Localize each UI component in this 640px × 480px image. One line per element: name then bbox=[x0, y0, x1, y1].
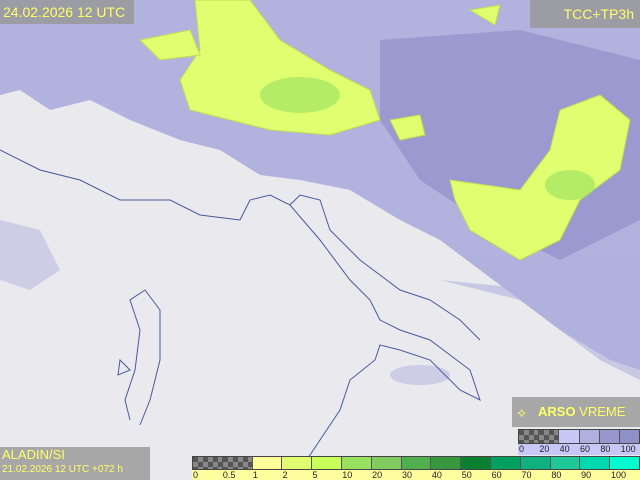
legend-swatch bbox=[610, 457, 639, 469]
model-info: ALADIN/SI 21.02.2026 12 UTC +072 h bbox=[0, 447, 150, 480]
legend-swatch bbox=[550, 457, 581, 469]
legend-label: 2 bbox=[282, 470, 288, 480]
legend-label: 80 bbox=[551, 470, 562, 480]
legend-label: 0 bbox=[519, 444, 525, 454]
product-label: TCC+TP3h bbox=[530, 0, 640, 28]
legend-label: 1 bbox=[252, 470, 258, 480]
legend-swatch bbox=[520, 457, 551, 469]
legend-swatch bbox=[559, 430, 580, 443]
legend-swatch bbox=[312, 457, 342, 469]
brand-normal: VREME bbox=[575, 404, 626, 419]
legend-label: 90 bbox=[581, 470, 592, 480]
precip-legend-bar bbox=[192, 456, 640, 470]
legend-swatch bbox=[579, 430, 600, 443]
coastlines bbox=[0, 149, 481, 471]
precip-legend-labels: 0 0.5 1 2 5 10 20 30 40 50 60 70 80 90 100 bbox=[192, 470, 640, 480]
legend-swatch bbox=[252, 457, 283, 469]
legend-swatch bbox=[539, 430, 560, 443]
legend-label: 80 bbox=[600, 444, 611, 454]
valid-time-label: 24.02.2026 12 UTC bbox=[0, 0, 134, 24]
legend-swatch bbox=[461, 457, 491, 469]
brand-bold: ARSO bbox=[538, 404, 576, 419]
arso-logo: ⟡ ARSO VREME bbox=[512, 397, 640, 427]
legend-label: 100 bbox=[611, 470, 627, 480]
precip-core bbox=[260, 77, 595, 200]
legend-label: 10 bbox=[342, 470, 353, 480]
legend-swatch bbox=[580, 457, 611, 469]
legend-label: 0.5 bbox=[222, 470, 236, 480]
legend-swatch bbox=[431, 457, 462, 469]
legend-label: 20 bbox=[539, 444, 550, 454]
legend-swatch bbox=[193, 457, 223, 469]
legend-label: 40 bbox=[431, 470, 442, 480]
satellite-dish-icon: ⟡ bbox=[517, 404, 527, 420]
legend-swatch bbox=[599, 430, 620, 443]
model-name: ALADIN/SI bbox=[2, 447, 65, 462]
legend-swatch bbox=[401, 457, 432, 469]
legend-swatch bbox=[490, 457, 521, 469]
legend-swatch bbox=[619, 430, 640, 443]
legend-swatch bbox=[519, 430, 540, 443]
legend-label: 0 bbox=[193, 470, 199, 480]
legend-label: 50 bbox=[461, 470, 472, 480]
cloud-legend-bar bbox=[518, 429, 640, 444]
legend-label: 70 bbox=[521, 470, 532, 480]
cloud-legend-labels: 0 20 40 60 80 100 bbox=[518, 444, 640, 455]
legend-label: 20 bbox=[372, 470, 383, 480]
legend-label: 30 bbox=[402, 470, 413, 480]
legend-label: 60 bbox=[491, 470, 502, 480]
legend-swatch bbox=[282, 457, 313, 469]
legend-label: 5 bbox=[312, 470, 318, 480]
model-run: 21.02.2026 12 UTC +072 h bbox=[2, 464, 123, 475]
legend-swatch bbox=[222, 457, 253, 469]
legend-swatch bbox=[341, 457, 372, 469]
legend-label: 100 bbox=[620, 444, 636, 454]
legend-swatch bbox=[371, 457, 402, 469]
legend-label: 60 bbox=[579, 444, 590, 454]
legend-label: 40 bbox=[559, 444, 570, 454]
